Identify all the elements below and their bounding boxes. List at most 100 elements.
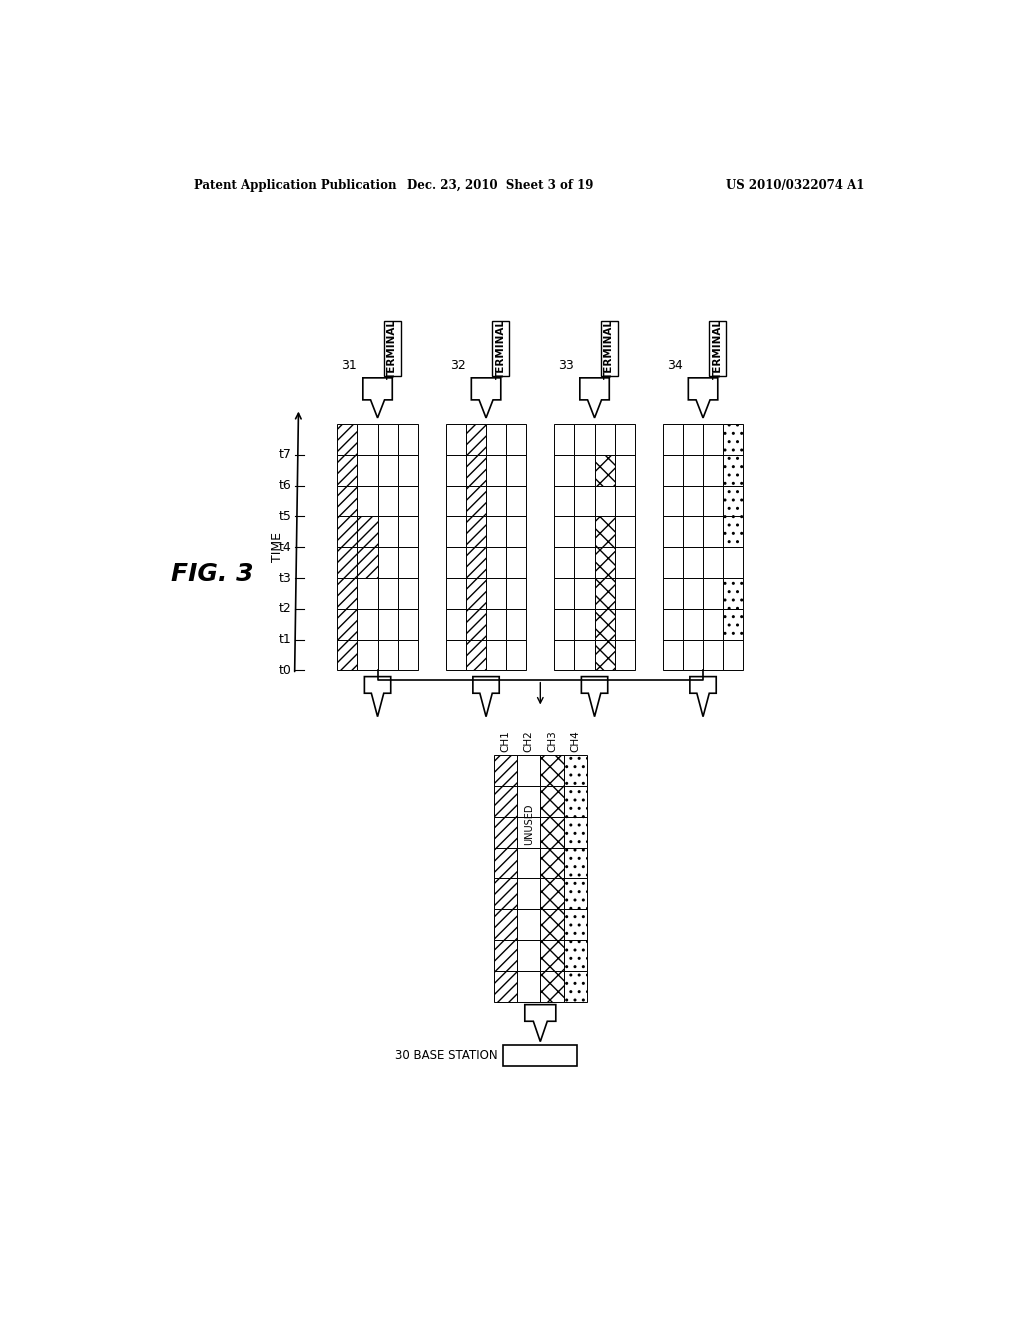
Bar: [506, 424, 526, 455]
Bar: [486, 640, 506, 671]
Bar: [574, 578, 595, 609]
Bar: [541, 785, 563, 817]
Text: Patent Application Publication: Patent Application Publication: [194, 178, 396, 191]
Text: t5: t5: [279, 510, 292, 523]
Polygon shape: [365, 677, 391, 717]
Bar: [486, 486, 506, 516]
Bar: [683, 516, 703, 548]
Bar: [574, 424, 595, 455]
Bar: [541, 755, 563, 785]
Text: CH4: CH4: [570, 730, 581, 752]
Bar: [378, 455, 397, 486]
Bar: [595, 424, 614, 455]
Bar: [574, 609, 595, 640]
Bar: [466, 640, 486, 671]
Bar: [378, 548, 397, 578]
Bar: [506, 609, 526, 640]
Bar: [595, 609, 614, 640]
Bar: [494, 940, 517, 970]
Bar: [506, 516, 526, 548]
Text: 32: 32: [450, 359, 465, 372]
Text: TERMINAL: TERMINAL: [604, 318, 614, 379]
Text: 33: 33: [558, 359, 573, 372]
Bar: [554, 609, 574, 640]
Bar: [357, 486, 378, 516]
Bar: [445, 424, 466, 455]
Bar: [563, 970, 587, 1002]
Bar: [563, 755, 587, 785]
Bar: [486, 516, 506, 548]
Bar: [723, 424, 743, 455]
Bar: [574, 486, 595, 516]
Bar: [541, 909, 563, 940]
Bar: [541, 940, 563, 970]
Bar: [554, 548, 574, 578]
Bar: [445, 516, 466, 548]
Bar: [337, 640, 357, 671]
Bar: [337, 609, 357, 640]
Bar: [703, 455, 723, 486]
Bar: [466, 424, 486, 455]
Bar: [517, 970, 541, 1002]
Bar: [703, 578, 723, 609]
Bar: [554, 486, 574, 516]
Bar: [595, 516, 614, 548]
Bar: [595, 548, 614, 578]
Bar: [614, 486, 635, 516]
Polygon shape: [473, 677, 500, 717]
Bar: [663, 486, 683, 516]
Bar: [595, 640, 614, 671]
Bar: [378, 486, 397, 516]
Bar: [445, 486, 466, 516]
Bar: [595, 455, 614, 486]
Text: t1: t1: [279, 634, 292, 647]
Bar: [337, 424, 357, 455]
Bar: [337, 455, 357, 486]
Bar: [563, 940, 587, 970]
Bar: [683, 486, 703, 516]
Bar: [506, 548, 526, 578]
Bar: [574, 455, 595, 486]
Bar: [506, 486, 526, 516]
Bar: [397, 424, 418, 455]
Bar: [517, 940, 541, 970]
Bar: [517, 847, 541, 878]
Text: t4: t4: [279, 541, 292, 554]
Text: Dec. 23, 2010  Sheet 3 of 19: Dec. 23, 2010 Sheet 3 of 19: [407, 178, 593, 191]
Bar: [574, 516, 595, 548]
Bar: [445, 455, 466, 486]
Text: TERMINAL: TERMINAL: [496, 318, 506, 379]
Text: TIME: TIME: [271, 532, 284, 562]
Bar: [517, 817, 541, 847]
Bar: [357, 578, 378, 609]
Bar: [337, 548, 357, 578]
Bar: [466, 578, 486, 609]
Bar: [397, 486, 418, 516]
Bar: [486, 548, 506, 578]
Text: TERMINAL: TERMINAL: [387, 318, 397, 379]
Bar: [614, 516, 635, 548]
Bar: [397, 578, 418, 609]
Bar: [554, 424, 574, 455]
Bar: [614, 424, 635, 455]
Bar: [663, 455, 683, 486]
Bar: [723, 640, 743, 671]
Text: 30 BASE STATION: 30 BASE STATION: [394, 1049, 498, 1063]
Bar: [466, 548, 486, 578]
Bar: [554, 455, 574, 486]
Bar: [397, 609, 418, 640]
Polygon shape: [524, 1005, 556, 1041]
Bar: [614, 578, 635, 609]
Bar: [494, 785, 517, 817]
Text: t7: t7: [279, 449, 292, 462]
Bar: [723, 455, 743, 486]
Bar: [357, 424, 378, 455]
Polygon shape: [362, 378, 392, 418]
Bar: [663, 516, 683, 548]
Polygon shape: [580, 378, 609, 418]
Bar: [614, 455, 635, 486]
Bar: [703, 548, 723, 578]
Bar: [554, 516, 574, 548]
Bar: [683, 455, 703, 486]
Bar: [506, 640, 526, 671]
